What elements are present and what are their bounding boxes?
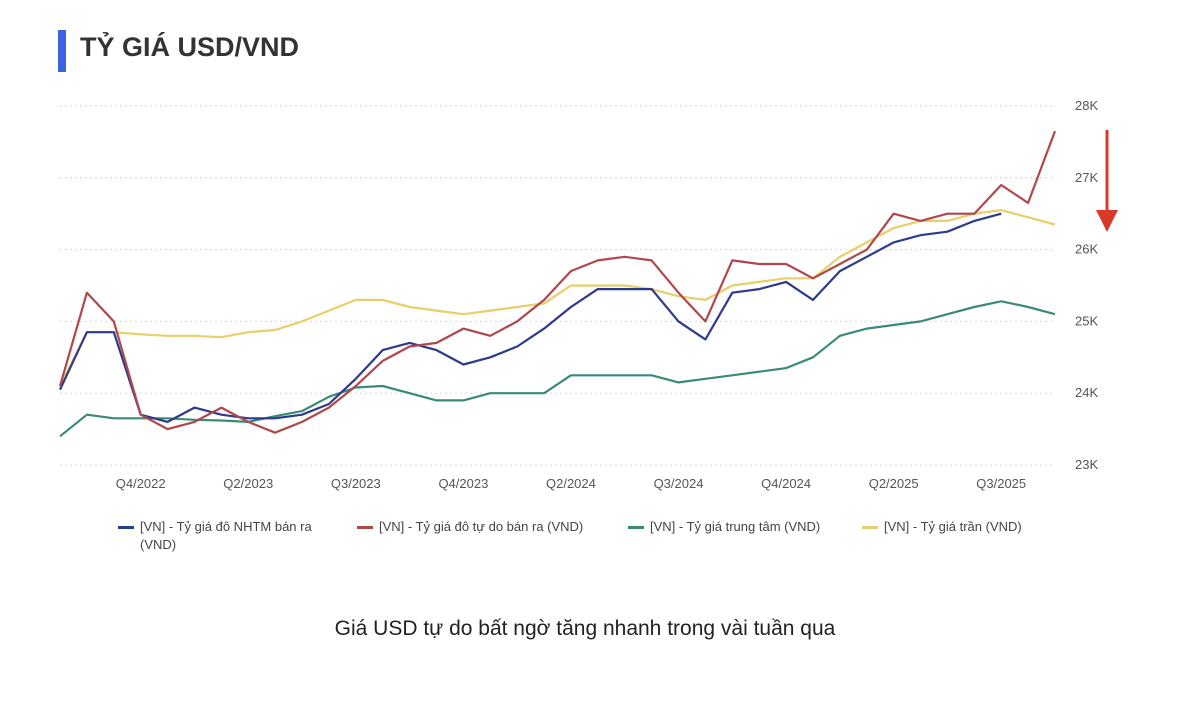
y-tick-label: 27K (1075, 170, 1098, 185)
x-tick-label: Q4/2022 (116, 476, 166, 491)
caption: Giá USD tự do bất ngờ tăng nhanh trong v… (334, 617, 836, 640)
series-line (59, 212, 1002, 423)
y-tick-label: 25K (1075, 313, 1098, 328)
legend-item: [VN] - Tỷ giá trần (VND) (862, 518, 1022, 536)
chart-title: TỶ GIÁ USD/VND (80, 30, 299, 62)
x-tick-label: Q4/2023 (438, 476, 488, 491)
legend-item: [VN] - Tỷ giá đô tự do bán ra (VND) (357, 518, 583, 536)
series-line (59, 300, 1056, 438)
legend-label: [VN] - Tỷ giá trung tâm (VND) (650, 519, 821, 534)
y-tick-label: 28K (1075, 98, 1098, 113)
plot-area: 23K 24K 25K 26K 27K 28K Q4/2022 Q2/2023 Q3/2023 Q… (58, 98, 1098, 491)
y-tick-label: 26K (1075, 242, 1098, 257)
arrow-head (1096, 210, 1118, 232)
legend-swatch (357, 526, 373, 529)
legend-label: [VN] - Tỷ giá đô NHTM bán ra (VND) (140, 519, 312, 552)
series-line (58, 130, 1057, 434)
x-tick-label: Q3/2025 (976, 476, 1026, 491)
x-tick-label: Q3/2023 (331, 476, 381, 491)
x-tick-label: Q2/2024 (546, 476, 596, 491)
legend-item: [VN] - Tỷ giá đô NHTM bán ra (VND) (118, 518, 345, 554)
y-tick-label: 23K (1075, 457, 1098, 472)
x-tick-label: Q4/2024 (761, 476, 811, 491)
x-tick-label: Q2/2025 (869, 476, 919, 491)
legend-item: [VN] - Tỷ giá trung tâm (VND) (628, 518, 820, 536)
y-tick-label: 24K (1075, 385, 1098, 400)
legend-swatch (862, 526, 878, 529)
series-line (59, 209, 1056, 387)
x-tick-label: Q2/2023 (223, 476, 273, 491)
legend-label: [VN] - Tỷ giá trần (VND) (884, 519, 1022, 534)
legend-swatch (118, 526, 134, 529)
x-tick-label: Q3/2024 (654, 476, 704, 491)
title-bar (58, 30, 66, 72)
legend-label: [VN] - Tỷ giá đô tự do bán ra (VND) (379, 519, 584, 534)
legend-swatch (628, 526, 644, 529)
